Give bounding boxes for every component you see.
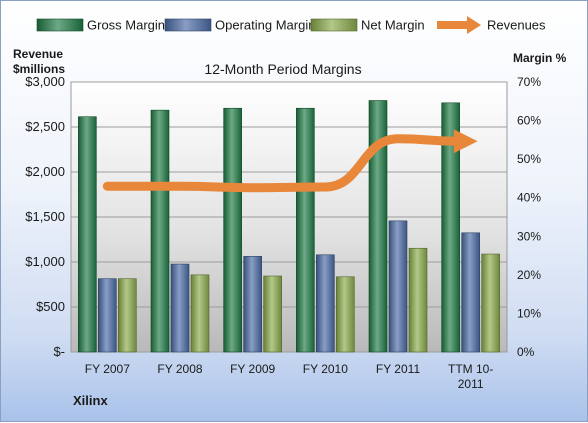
legend-swatch <box>37 19 83 31</box>
bar-operating-margin <box>462 233 480 352</box>
left-axis-label-line1: Revenue <box>13 47 63 61</box>
right-tick-label: 10% <box>517 306 541 320</box>
right-tick-label: 50% <box>517 152 541 166</box>
legend-label: Revenues <box>487 18 546 33</box>
bar-operating-margin <box>244 256 262 352</box>
legend-label: Gross Margin <box>87 18 165 33</box>
legend-label: Net Margin <box>361 18 425 33</box>
x-tick-label: FY 2011 <box>376 362 421 376</box>
x-tick-label: FY 2010 <box>303 362 348 376</box>
chart-title: 12-Month Period Margins <box>204 61 361 77</box>
right-tick-label: 40% <box>517 191 541 205</box>
left-tick-label: $- <box>53 344 65 359</box>
left-tick-label: $2,500 <box>25 119 65 134</box>
bar-gross-margin <box>224 108 242 352</box>
x-tick-label: FY 2008 <box>157 362 202 376</box>
legend-swatch <box>165 19 211 31</box>
legend-swatch-arrow <box>467 16 481 34</box>
bar-net-margin <box>482 254 500 352</box>
right-axis-label: Margin % <box>513 51 567 65</box>
bar-gross-margin <box>78 117 96 352</box>
legend-label: Operating Margin <box>215 18 315 33</box>
right-tick-label: 20% <box>517 268 541 282</box>
right-tick-label: 30% <box>517 229 541 243</box>
bar-net-margin <box>409 248 427 352</box>
left-axis-label-line2: $millions <box>13 62 65 76</box>
left-tick-label: $1,500 <box>25 209 65 224</box>
legend: Gross Margin Operating Margin Net Margin Re… <box>37 16 546 34</box>
bar-net-margin <box>336 277 354 352</box>
right-tick-label: 0% <box>517 345 535 359</box>
right-tick-label: 70% <box>517 75 541 89</box>
legend-swatch <box>311 19 357 31</box>
company-label: Xilinx <box>73 393 108 408</box>
bar-net-margin <box>264 276 282 352</box>
bar-operating-margin <box>389 221 407 352</box>
bar-gross-margin <box>151 110 169 352</box>
x-tick-label: FY 2009 <box>230 362 275 376</box>
right-tick-label: 60% <box>517 114 541 128</box>
left-tick-label: $500 <box>36 299 65 314</box>
left-tick-label: $2,000 <box>25 164 65 179</box>
bar-gross-margin <box>296 108 314 352</box>
left-tick-label: $3,000 <box>25 74 65 89</box>
left-tick-label: $1,000 <box>25 254 65 269</box>
bar-operating-margin <box>171 264 189 352</box>
bar-net-margin <box>191 275 209 352</box>
bar-net-margin <box>118 279 136 352</box>
bar-operating-margin <box>316 255 334 352</box>
x-tick-label: FY 2007 <box>85 362 130 376</box>
x-tick-label: TTM 10-2011 <box>448 362 493 391</box>
bar-operating-margin <box>98 279 116 352</box>
